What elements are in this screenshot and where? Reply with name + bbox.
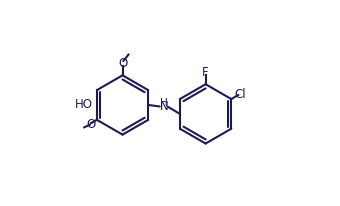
Text: HO: HO [75,98,93,111]
Text: Cl: Cl [234,88,246,101]
Text: O: O [118,57,127,70]
Text: F: F [202,66,209,79]
Text: N: N [160,100,168,113]
Text: O: O [86,118,96,131]
Text: H: H [160,97,168,108]
